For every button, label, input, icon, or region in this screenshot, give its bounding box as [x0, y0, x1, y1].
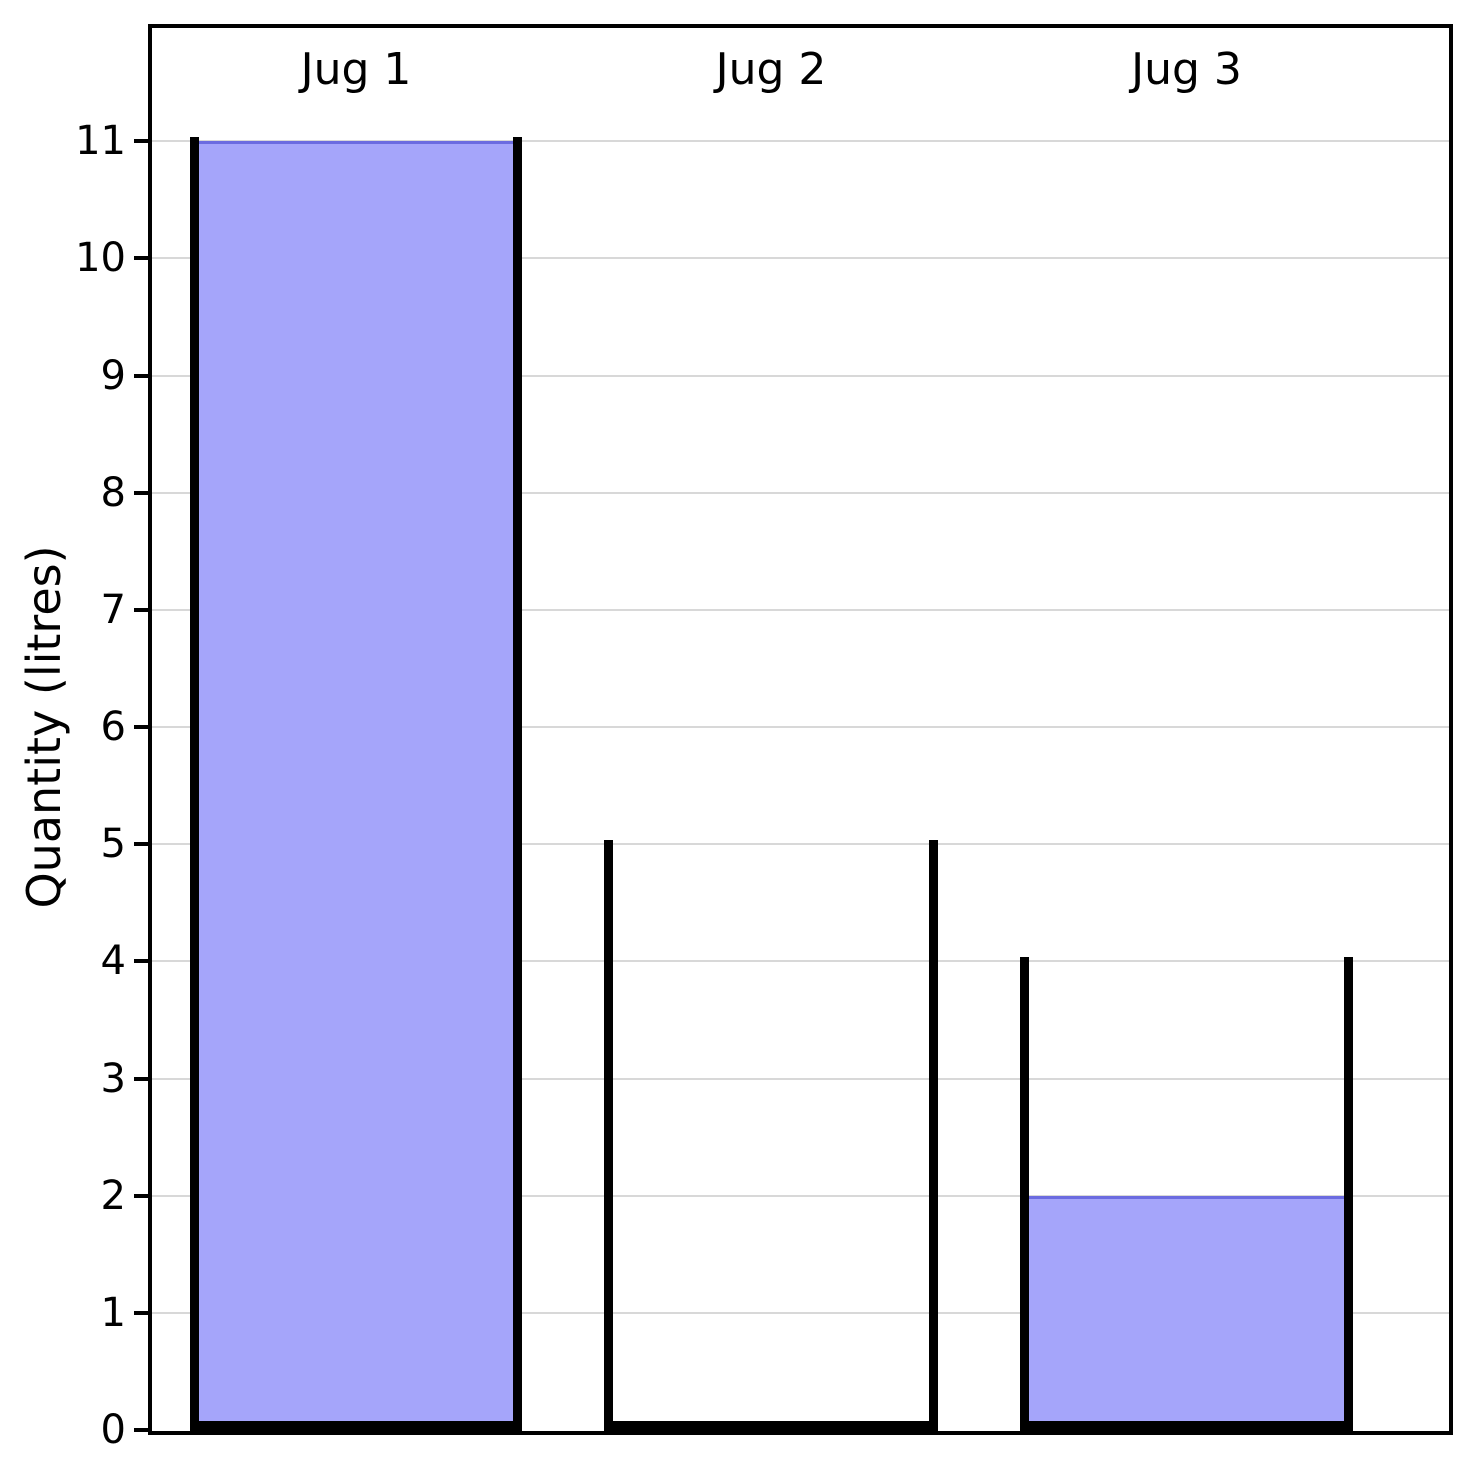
y-tick-mark	[134, 490, 148, 495]
y-tick-mark	[134, 1193, 148, 1198]
y-tick-mark	[134, 1076, 148, 1081]
gridline	[148, 608, 1449, 611]
y-tick-mark	[134, 139, 148, 144]
gridline	[148, 491, 1449, 494]
y-tick-label: 9	[100, 352, 126, 399]
y-tick-mark	[134, 725, 148, 729]
y-tick-label: 3	[100, 1055, 126, 1102]
y-tick-label: 10	[75, 235, 126, 282]
y-tick-mark	[134, 1428, 148, 1432]
jug-wall-right	[513, 137, 522, 1431]
jug-bottom	[190, 1421, 522, 1431]
gridline	[148, 374, 1449, 377]
y-tick-mark	[134, 1310, 148, 1315]
y-tick-label: 11	[75, 118, 126, 165]
y-tick-label: 8	[100, 469, 126, 516]
y-tick-mark	[134, 256, 148, 261]
gridline	[148, 1311, 1449, 1314]
gridline	[148, 257, 1449, 260]
jug-bottom	[604, 1421, 938, 1431]
jug-wall-left	[604, 840, 613, 1431]
y-tick-label: 7	[100, 586, 126, 633]
jug-fill	[199, 141, 513, 1421]
y-tick-mark	[134, 373, 148, 378]
gridline	[148, 1194, 1449, 1197]
gridline	[148, 140, 1449, 143]
gridline	[148, 1077, 1449, 1080]
jug-label: Jug 1	[300, 44, 412, 95]
y-tick-label: 5	[100, 821, 126, 868]
y-tick-mark	[134, 607, 148, 612]
gridline	[148, 726, 1449, 728]
gridline	[148, 960, 1449, 963]
y-tick-label: 1	[100, 1289, 126, 1336]
gridline	[148, 843, 1449, 846]
jug-label: Jug 2	[715, 44, 827, 95]
y-tick-label: 2	[100, 1172, 126, 1219]
y-tick-label: 0	[100, 1407, 126, 1453]
y-tick-mark	[134, 842, 148, 847]
jug-wall-right	[1344, 957, 1353, 1431]
jug-fill	[1029, 1195, 1344, 1421]
jug-label: Jug 3	[1131, 44, 1242, 95]
jug-wall-left	[190, 137, 199, 1431]
y-tick-label: 6	[100, 704, 126, 750]
y-tick-label: 4	[100, 938, 126, 985]
jug-bottom	[1020, 1421, 1353, 1431]
jug-wall-right	[929, 840, 938, 1431]
jug-wall-left	[1020, 957, 1029, 1431]
y-tick-mark	[134, 959, 148, 964]
